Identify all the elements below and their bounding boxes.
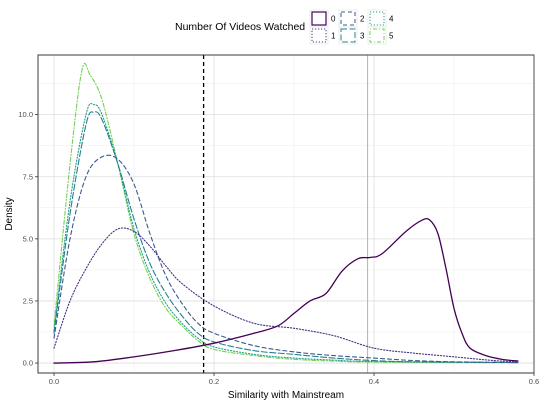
legend-swatch-5 <box>369 28 385 43</box>
series-lines <box>53 63 519 364</box>
y-axis-ticks: 0.0 2.5 5.0 7.5 10.0 <box>18 110 38 368</box>
legend-key-1 <box>309 26 329 45</box>
legend-label-3: 3 <box>360 32 365 41</box>
reference-lines <box>202 55 369 373</box>
legend-swatch-2 <box>340 11 356 26</box>
legend-key-4 <box>367 9 387 28</box>
legend-key-5 <box>367 26 387 45</box>
legend-label-5: 5 <box>389 32 394 41</box>
x-axis-title: Similarity with Mainstream <box>228 390 344 401</box>
legend-label-1: 1 <box>331 32 336 41</box>
y-axis-title: Density <box>4 197 15 230</box>
series-line-0 <box>53 218 519 364</box>
legend-swatch-1 <box>311 28 327 43</box>
plot-border <box>37 54 535 374</box>
y-tick-label: 5.0 <box>23 234 33 243</box>
y-tick-label: 10.0 <box>18 110 33 119</box>
x-tick-label: 0.2 <box>209 377 219 386</box>
x-tick-label: 0.6 <box>529 377 539 386</box>
legend-key-3 <box>338 26 358 45</box>
legend-label-0: 0 <box>331 15 336 24</box>
series-line-5 <box>53 63 519 364</box>
legend-swatch-4 <box>369 11 385 26</box>
series-line-3 <box>53 111 519 364</box>
legend-label-4: 4 <box>389 15 394 24</box>
legend-title: Number Of Videos Watched <box>175 21 305 33</box>
legend-key-2 <box>338 9 358 28</box>
x-axis-ticks: 0.0 0.2 0.4 0.6 <box>49 373 539 386</box>
series-line-1 <box>53 227 519 363</box>
x-tick-label: 0.4 <box>369 377 379 386</box>
series-line-4 <box>53 103 519 364</box>
legend-swatch-3 <box>340 28 356 43</box>
y-tick-label: 7.5 <box>23 172 33 181</box>
legend-swatch-0 <box>311 11 327 26</box>
legend: Number Of Videos Watched 0 1 2 3 4 5 <box>175 9 394 45</box>
grid <box>38 55 535 373</box>
y-tick-label: 2.5 <box>23 297 33 306</box>
y-tick-label: 0.0 <box>23 359 33 368</box>
x-tick-label: 0.0 <box>49 377 59 386</box>
legend-label-2: 2 <box>360 15 365 24</box>
